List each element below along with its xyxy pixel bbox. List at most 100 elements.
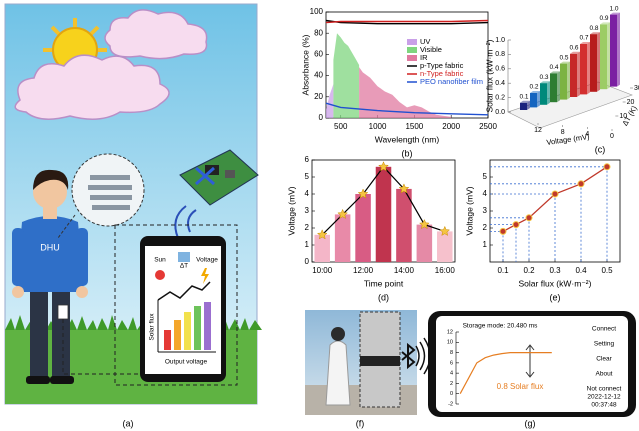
panel-label: (f) xyxy=(356,418,365,428)
y-tick-label: 12 xyxy=(447,329,453,335)
panel-label: (a) xyxy=(123,418,134,428)
legend-swatch xyxy=(407,55,417,61)
menu-item[interactable]: Clear xyxy=(596,356,612,363)
x-tick-label: 10:00 xyxy=(312,266,333,275)
bar-top xyxy=(610,12,620,15)
panel-g: Storage mode: 20.480 ms Connect Setting … xyxy=(428,311,636,428)
bar-top xyxy=(550,71,560,74)
y-tick-label: 5 xyxy=(305,172,310,181)
y-tick-label: 40 xyxy=(314,71,323,80)
x-axis-label: Voltage (mV) xyxy=(546,132,591,147)
value-label: 0.3 xyxy=(539,74,548,81)
y-tick-label: -2 xyxy=(448,401,453,407)
legend-label: n-Type fabric xyxy=(420,69,464,78)
point xyxy=(603,163,611,171)
point xyxy=(577,180,585,188)
date: 2022-12-12 xyxy=(587,394,621,401)
panel-label: (b) xyxy=(402,148,413,158)
bar-side xyxy=(527,100,530,110)
menu-item[interactable]: About xyxy=(596,371,613,378)
y-tick-label: 100 xyxy=(310,7,324,16)
bar xyxy=(560,63,567,100)
bar xyxy=(600,24,607,90)
circuit-board xyxy=(174,149,259,239)
bar-top xyxy=(570,51,580,54)
y-axis-label: Absorbance (%) xyxy=(300,34,310,95)
y-tick-label: 0.6 xyxy=(495,66,505,73)
x-axis-label: Solar flux (kW·m⁻²) xyxy=(519,278,592,288)
value-label: 0.2 xyxy=(529,84,538,91)
bar xyxy=(550,73,557,103)
connector xyxy=(62,319,141,375)
x-tick-label: 0.1 xyxy=(497,266,509,275)
y-tick-label: 0.0 xyxy=(495,109,505,116)
x-tick-label: 14:00 xyxy=(394,266,415,275)
legend-label: IR xyxy=(420,53,428,62)
dashed-frame xyxy=(114,224,238,386)
area xyxy=(326,84,334,118)
y-tick-label: 2 xyxy=(483,223,488,232)
bar xyxy=(334,214,351,262)
bar-top xyxy=(520,100,530,103)
y-tick-label: 0.2 xyxy=(495,94,505,101)
band xyxy=(360,356,400,366)
menu-item[interactable]: Connect xyxy=(592,326,616,333)
marker xyxy=(398,183,410,194)
x-tick-label: 0.5 xyxy=(601,266,613,275)
point xyxy=(512,221,520,229)
waves xyxy=(415,337,431,375)
y-tick-label: 0 xyxy=(450,391,453,397)
y-axis-label: Solar flux (kW·m⁻²) xyxy=(484,39,494,112)
x-tick-label: 0 xyxy=(610,133,614,140)
bar xyxy=(570,53,577,97)
bar xyxy=(314,234,330,262)
legend-label: UV xyxy=(420,37,430,46)
bar xyxy=(610,14,617,87)
bar-side xyxy=(577,51,580,97)
arrow xyxy=(525,344,535,378)
bar-side xyxy=(567,61,570,100)
y-tick-label: 80 xyxy=(314,28,323,37)
panel-label: (c) xyxy=(595,144,606,154)
bar-side xyxy=(547,81,550,105)
area xyxy=(359,67,452,118)
y-tick-label: 6 xyxy=(305,155,310,164)
person: DHU xyxy=(12,169,88,384)
phone: Sun ΔT Voltage Solar flux Output voltage xyxy=(140,236,226,382)
x-tick-label: 1500 xyxy=(405,122,423,131)
y-tick-label: 1 xyxy=(305,240,310,249)
bar-top xyxy=(580,42,590,44)
line xyxy=(325,19,489,24)
bar xyxy=(416,224,433,262)
legend-label: PEO nanofiber film xyxy=(420,77,483,86)
legend-swatch xyxy=(407,47,417,53)
panel-f: (f) xyxy=(305,310,431,428)
bar-side xyxy=(617,12,620,87)
menu-item[interactable]: Setting xyxy=(594,341,615,348)
bar xyxy=(520,102,527,110)
cloud xyxy=(14,9,208,120)
value-label: 0.5 xyxy=(559,54,568,61)
panel-label: (e) xyxy=(550,292,561,302)
x-tick-label: 0.2 xyxy=(523,266,535,275)
bar xyxy=(355,194,371,262)
value-label: 0.1 xyxy=(519,94,528,101)
bar xyxy=(530,93,537,108)
marker xyxy=(337,208,349,219)
panel-a: DHU Sun ΔT Voltage Solar flux Output vol… xyxy=(4,3,262,428)
marker xyxy=(357,188,369,199)
bar-side xyxy=(537,91,540,108)
x-tick-label: 2000 xyxy=(442,122,460,131)
line xyxy=(325,102,489,116)
bar-top xyxy=(540,81,550,84)
x-tick-label: 0.4 xyxy=(575,266,587,275)
status: Not connect xyxy=(587,386,622,393)
y-tick-label: 4 xyxy=(483,189,488,198)
x-tick-label: 0.3 xyxy=(549,266,561,275)
y-tick-label: 0 xyxy=(305,257,310,266)
phone-voltage: Voltage xyxy=(196,257,218,264)
y-tick-label: 20 xyxy=(314,92,323,101)
person-coat xyxy=(325,340,351,406)
value-label: 0.6 xyxy=(569,45,578,52)
